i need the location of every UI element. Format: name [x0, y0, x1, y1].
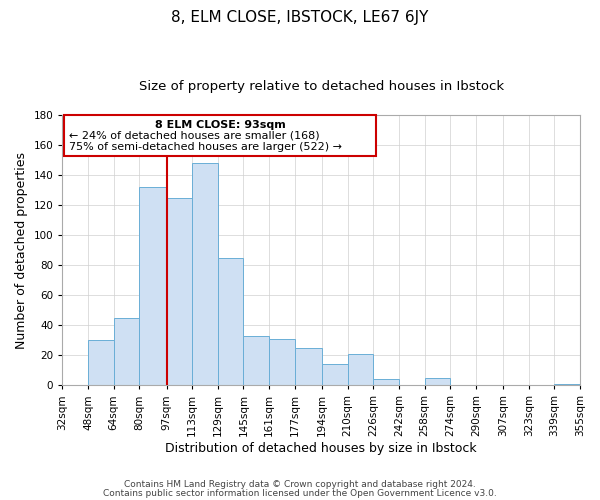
Bar — [373, 380, 399, 386]
Bar — [295, 348, 322, 386]
Title: Size of property relative to detached houses in Ibstock: Size of property relative to detached ho… — [139, 80, 504, 93]
Bar — [218, 258, 244, 386]
Text: ← 24% of detached houses are smaller (168): ← 24% of detached houses are smaller (16… — [69, 130, 319, 140]
Bar — [244, 336, 269, 386]
Bar — [88, 340, 113, 386]
Text: Contains HM Land Registry data © Crown copyright and database right 2024.: Contains HM Land Registry data © Crown c… — [124, 480, 476, 489]
Bar — [192, 163, 218, 386]
Bar — [347, 354, 373, 386]
Y-axis label: Number of detached properties: Number of detached properties — [15, 152, 28, 348]
Text: 8 ELM CLOSE: 93sqm: 8 ELM CLOSE: 93sqm — [155, 120, 286, 130]
Bar — [113, 318, 139, 386]
Bar — [64, 115, 376, 156]
X-axis label: Distribution of detached houses by size in Ibstock: Distribution of detached houses by size … — [166, 442, 477, 455]
Bar — [322, 364, 347, 386]
Text: 75% of semi-detached houses are larger (522) →: 75% of semi-detached houses are larger (… — [69, 142, 342, 152]
Bar — [425, 378, 450, 386]
Text: 8, ELM CLOSE, IBSTOCK, LE67 6JY: 8, ELM CLOSE, IBSTOCK, LE67 6JY — [172, 10, 428, 25]
Text: Contains public sector information licensed under the Open Government Licence v3: Contains public sector information licen… — [103, 488, 497, 498]
Bar — [167, 198, 192, 386]
Bar — [554, 384, 580, 386]
Bar — [139, 187, 167, 386]
Bar — [269, 338, 295, 386]
